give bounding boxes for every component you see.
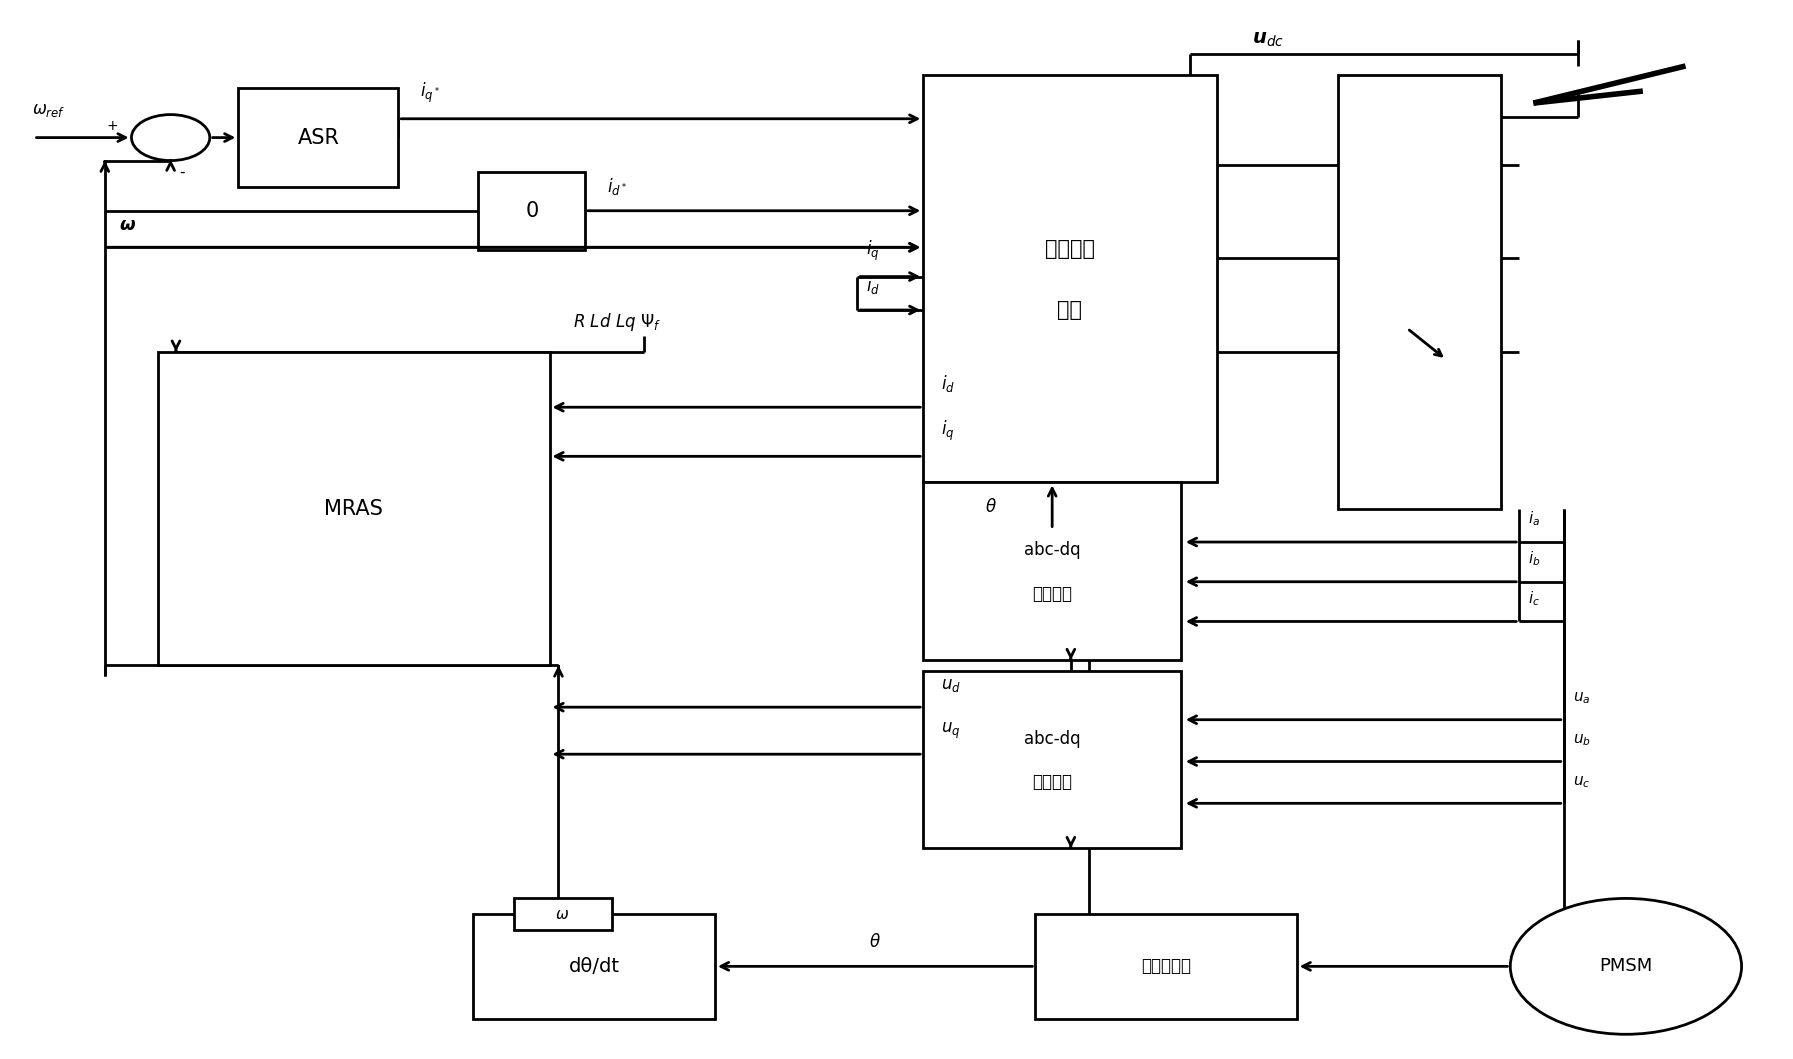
Text: $i_{q^*}$: $i_{q^*}$	[420, 80, 439, 105]
Bar	[238, 88, 398, 187]
Text: $u_c$: $u_c$	[1572, 774, 1590, 790]
Bar	[923, 670, 1182, 848]
Text: abc-dq: abc-dq	[1024, 730, 1081, 748]
Text: $\theta$: $\theta$	[870, 933, 880, 951]
Text: 坐标变换: 坐标变换	[1033, 586, 1072, 604]
Text: ASR: ASR	[298, 127, 339, 147]
Bar	[923, 483, 1182, 660]
Text: +: +	[106, 119, 118, 133]
Text: $i_b$: $i_b$	[1528, 550, 1540, 569]
Text: 控制: 控制	[1058, 300, 1083, 320]
Bar	[1338, 75, 1501, 508]
Text: $\boldsymbol{\omega}$: $\boldsymbol{\omega}$	[118, 216, 136, 234]
Text: $i_d$: $i_d$	[941, 373, 956, 394]
Text: $u_d$: $u_d$	[941, 676, 961, 694]
Circle shape	[131, 114, 210, 161]
Bar	[1035, 914, 1296, 1019]
Text: $\omega$: $\omega$	[556, 907, 568, 921]
Bar	[158, 352, 550, 665]
Text: $i_c$: $i_c$	[1528, 589, 1540, 608]
Text: $u_q$: $u_q$	[941, 720, 961, 740]
Text: $R\ Ld\ Lq\ \Psi_f$: $R\ Ld\ Lq\ \Psi_f$	[572, 311, 662, 333]
Text: MRAS: MRAS	[325, 499, 384, 519]
Text: 0: 0	[525, 201, 538, 220]
Text: $\omega_{ref}$: $\omega_{ref}$	[32, 101, 65, 119]
Text: $i_q$: $i_q$	[866, 238, 880, 263]
Text: 旋转变压器: 旋转变压器	[1140, 957, 1191, 975]
Text: $\boldsymbol{u}_{dc}$: $\boldsymbol{u}_{dc}$	[1252, 30, 1284, 49]
Text: $i_q$: $i_q$	[941, 418, 954, 443]
Text: dθ/dt: dθ/dt	[568, 957, 620, 975]
Circle shape	[1510, 898, 1741, 1035]
Bar	[515, 898, 611, 930]
Text: $i_{d^*}$: $i_{d^*}$	[606, 176, 628, 197]
Text: $\theta$: $\theta$	[986, 498, 997, 516]
Text: -: -	[179, 164, 185, 180]
Text: $u_b$: $u_b$	[1572, 732, 1590, 748]
Text: $u_a$: $u_a$	[1572, 690, 1590, 706]
Bar	[473, 914, 715, 1019]
Text: $i_a$: $i_a$	[1528, 509, 1540, 528]
Bar	[479, 172, 585, 250]
Text: 坐标变换: 坐标变换	[1033, 773, 1072, 791]
Bar	[923, 75, 1217, 483]
Text: 混杂切换: 混杂切换	[1045, 239, 1096, 259]
Text: PMSM: PMSM	[1599, 957, 1653, 975]
Text: $i_d$: $i_d$	[866, 275, 880, 297]
Text: abc-dq: abc-dq	[1024, 541, 1081, 559]
